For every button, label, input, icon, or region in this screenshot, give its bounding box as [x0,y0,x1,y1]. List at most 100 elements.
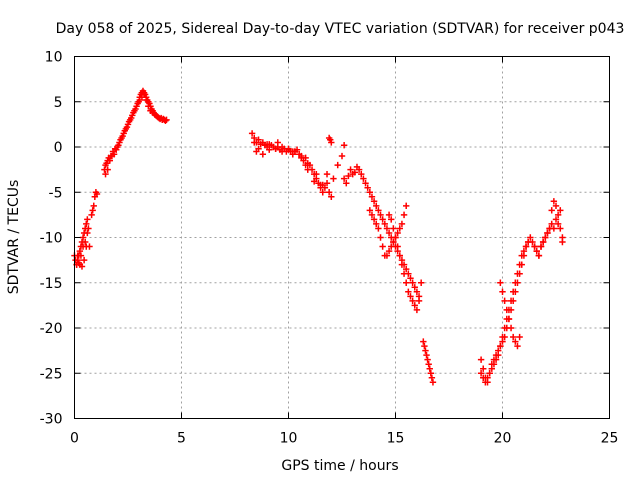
data-point [420,338,427,345]
data-point [411,302,418,309]
data-point [403,265,410,273]
data-point [522,243,530,250]
data-point [554,220,562,228]
data-point [413,306,421,314]
data-point [381,220,388,228]
data-point [552,216,560,223]
data-point [302,161,309,169]
data-point [409,297,416,305]
data-point [319,189,326,196]
data-point [557,207,564,214]
y-tick-label: 10 [45,50,63,66]
data-point [425,361,432,368]
data-point [398,261,406,268]
data-point [390,238,397,246]
data-point [559,238,566,246]
y-tick-label: 0 [54,140,63,156]
data-point [407,293,414,300]
data-point [546,225,553,232]
x-tick-label: 25 [601,431,619,447]
data-point [533,247,540,255]
y-tick-label: -30 [40,412,63,428]
y-axis-label: SDTVAR / TECUs [6,180,22,295]
data-point [428,374,436,381]
data-point [278,148,286,155]
data-point [417,279,425,286]
data-point [104,166,111,173]
data-point [394,243,401,250]
data-point [274,139,281,146]
data-point [345,172,352,180]
data-point [490,361,498,368]
data-point [82,238,89,246]
data-point [93,190,101,198]
data-point [373,202,380,210]
data-point [524,238,532,246]
data-point [422,347,429,354]
data-point [392,234,399,241]
data-point [151,111,158,118]
data-point [480,365,487,372]
data-point [90,202,97,210]
data-point [85,225,92,232]
data-point [347,166,354,173]
data-point [132,105,139,113]
data-point [364,184,371,191]
data-point [488,365,495,372]
data-point [289,148,296,155]
data-point [319,181,326,189]
data-point [520,247,528,255]
data-point [383,225,391,232]
data-point [516,333,523,341]
data-point [325,189,333,196]
data-point [518,252,525,259]
data-point [113,146,120,153]
data-point [377,234,384,241]
data-point [552,202,560,210]
data-point [403,202,410,210]
y-tick-label: -10 [40,231,63,247]
axis-ticks: 0 5 10 15 20 25 10 5 0 -5 -10 -15 -20 -25 -30 [40,50,619,447]
data-point [328,193,335,200]
data-point [145,103,152,110]
data-point [510,333,517,341]
x-axis-label: GPS time / hours [281,458,398,474]
data-point [121,127,128,134]
data-point [128,114,135,122]
data-point [310,178,318,185]
data-point [123,123,131,131]
data-point [554,211,562,219]
data-point [398,220,406,228]
data-point [328,139,335,146]
data-point [83,220,90,228]
y-tick-label: -15 [40,276,63,292]
data-point [510,288,517,295]
data-point [527,234,534,241]
data-point [330,175,337,182]
data-point [340,141,348,149]
data-point [415,293,423,300]
data-point [251,139,258,146]
x-tick-label: 10 [280,431,298,447]
data-point [400,211,408,219]
data-point [514,270,521,277]
data-point [535,252,543,259]
data-point [537,243,545,250]
data-point [255,136,262,143]
data-point [429,379,437,386]
data-point [501,297,508,305]
data-point [366,189,374,196]
data-point [142,96,150,104]
data-point [377,211,384,219]
data-point [557,225,564,232]
data-point [503,306,510,314]
x-tick-label: 15 [387,431,405,447]
data-point [80,256,88,264]
data-point [162,117,169,124]
y-tick-label: 5 [54,95,63,111]
data-point [492,356,500,363]
data-point [259,151,267,158]
data-point [76,261,84,268]
data-point [368,193,376,200]
